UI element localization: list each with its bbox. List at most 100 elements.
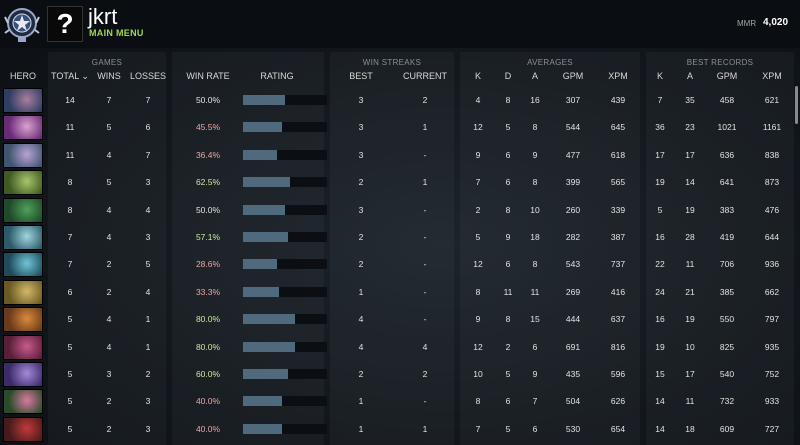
hero-portrait-icon[interactable] (3, 170, 43, 196)
table-row[interactable]: 5 2 3 40.0% 1 1 7 5 6 530 654 14 18 609 727 (0, 416, 800, 442)
col-losses[interactable]: LOSSES (129, 71, 167, 81)
cell-best-xpm: 935 (764, 341, 780, 352)
col-best-k[interactable]: K (656, 71, 663, 81)
cell-best-xpm: 621 (764, 95, 780, 105)
col-avg-k[interactable]: K (474, 71, 481, 81)
hero-portrait-icon[interactable] (3, 197, 43, 223)
hero-portrait-icon[interactable] (3, 252, 43, 278)
mmr-value: 4,020 (763, 17, 789, 28)
cell-wins: 5 (106, 177, 112, 188)
table-row[interactable]: 5 3 2 60.0% 2 2 10 5 9 435 596 15 17 540 752 (0, 361, 800, 387)
cell-avg-gpm: 530 (565, 423, 581, 434)
table-row[interactable]: 5 4 1 80.0% 4 - 9 8 15 444 637 16 19 550 797 (0, 306, 800, 333)
col-avg-xpm[interactable]: XPM (608, 71, 628, 81)
cell-avg-k: 7 (475, 177, 481, 188)
rating-bar (243, 314, 295, 325)
hero-portrait-icon[interactable] (3, 142, 43, 168)
cell-avg-xpm: 416 (610, 286, 626, 297)
table-row[interactable]: 7 2 5 28.6% 2 - 12 6 8 543 737 22 11 706 936 (0, 251, 800, 278)
cell-best-k: 19 (655, 177, 665, 188)
table-row[interactable]: 6 2 4 33.3% 1-8 11 11 269 416 24 21 385 662 (0, 279, 800, 305)
cell-avg-d: 5 (505, 423, 511, 434)
cell-wins: 4 (106, 314, 112, 325)
rating-bar (243, 369, 288, 379)
rating-bar (243, 423, 282, 434)
cell-best-a: 17 (685, 149, 695, 160)
table-row[interactable]: 11 5 6 45.5% 3 1 12 5 8 544 645 36 23 1021 1161 (0, 114, 800, 141)
cell-avg-k: 12 (473, 259, 483, 270)
col-rating[interactable]: RATING (260, 71, 294, 81)
rating-bar-track (243, 396, 327, 407)
cell-best-k: 24 (655, 286, 665, 297)
cell-avg-a: 9 (532, 149, 538, 160)
hero-portrait-icon[interactable] (3, 225, 43, 250)
cell-total: 11 (65, 122, 75, 133)
cell-win-rate: 50.0% (195, 95, 221, 105)
scrollbar[interactable] (795, 86, 798, 124)
cell-avg-d: 11 (503, 286, 513, 297)
col-wins[interactable]: WINS (97, 71, 121, 81)
cell-avg-xpm: 637 (610, 314, 626, 325)
cell-avg-d: 6 (505, 259, 511, 270)
col-win-rate[interactable]: WIN RATE (186, 71, 230, 81)
cell-total: 5 (67, 314, 73, 325)
main-menu-link[interactable]: MAIN MENU (89, 28, 144, 38)
cell-current-streak: 1 (422, 177, 428, 188)
cell-best-xpm: 476 (764, 204, 780, 215)
col-total[interactable]: TOTAL ⌄ (51, 71, 89, 81)
hero-portrait-icon[interactable] (3, 279, 43, 305)
group-win-streaks: WIN STREAKS (362, 58, 422, 67)
hero-portrait-icon[interactable] (3, 362, 43, 387)
col-avg-gpm[interactable]: GPM (562, 71, 584, 81)
hero-portrait-icon[interactable] (3, 334, 43, 360)
table-row[interactable]: 8 4 4 50.0% 3 - 2 8 10 260 339 5 19 383 476 (0, 197, 800, 223)
cell-wins: 3 (106, 369, 112, 379)
cell-wins: 4 (106, 341, 112, 352)
table-row[interactable]: 14 7 7 50.0% 3 2 4 8 16 307 439 7 35 458 621 (0, 87, 800, 113)
col-best-gpm[interactable]: GPM (716, 71, 738, 81)
col-current-streak[interactable]: CURRENT (403, 71, 447, 81)
cell-best-xpm: 1161 (762, 122, 782, 133)
cell-avg-d: 9 (505, 232, 511, 242)
col-avg-a[interactable]: A (531, 71, 538, 81)
col-best-xpm[interactable]: XPM (762, 71, 782, 81)
cell-best-a: 28 (685, 232, 695, 242)
cell-best-a: 18 (685, 423, 695, 434)
cell-avg-k: 12 (473, 122, 483, 133)
cell-losses: 3 (145, 423, 151, 434)
cell-avg-gpm: 543 (565, 259, 581, 270)
cell-best-streak: 3 (358, 95, 364, 105)
col-avg-d[interactable]: D (504, 71, 512, 81)
hero-portrait-icon[interactable] (3, 115, 43, 141)
rating-bar (243, 177, 290, 188)
cell-total: 6 (67, 286, 73, 297)
rank-medal-icon (4, 8, 40, 42)
cell-avg-k: 9 (475, 149, 481, 160)
hero-portrait-icon[interactable] (3, 88, 43, 113)
cell-total: 14 (65, 95, 75, 105)
hero-portrait-icon[interactable] (3, 389, 43, 415)
cell-wins: 2 (106, 396, 112, 407)
cell-losses: 4 (145, 286, 151, 297)
cell-total: 7 (67, 259, 73, 270)
cell-win-rate: 33.3% (195, 286, 221, 297)
cell-avg-gpm: 260 (565, 204, 581, 215)
col-hero[interactable]: HERO (9, 71, 36, 81)
table-row[interactable]: 8 5 3 62.5% 2 1 7 6 8 399 565 19 14 641 873 (0, 169, 800, 196)
table-row[interactable]: 11 4 7 36.4% 3 - 9 6 9 477 618 17 17 636 838 (0, 142, 800, 168)
cell-avg-d: 6 (505, 149, 511, 160)
cell-win-rate: 45.5% (195, 122, 221, 133)
table-row[interactable]: 7 4 3 57.1% 2 - 5 9 18 282 387 16 28 419 644 (0, 224, 800, 250)
table-row[interactable]: 5 4 1 80.0% 4 4 12 2 6 691 816 19 10 825 935 (0, 334, 800, 360)
cell-win-rate: 80.0% (195, 341, 221, 352)
table-row[interactable]: 5 2 3 40.0% 1 - 8 6 7 504 626 14 11 732 933 (0, 388, 800, 415)
cell-best-gpm: 419 (719, 232, 735, 242)
hero-portrait-icon[interactable] (3, 307, 43, 333)
hero-portrait-icon[interactable] (3, 416, 43, 442)
avatar[interactable]: ? (47, 6, 83, 42)
col-best-a[interactable]: A (686, 71, 693, 81)
col-best-streak[interactable]: BEST (349, 71, 373, 81)
cell-best-k: 5 (657, 204, 663, 215)
cell-best-gpm: 636 (719, 149, 735, 160)
cell-best-xpm: 873 (764, 177, 780, 188)
